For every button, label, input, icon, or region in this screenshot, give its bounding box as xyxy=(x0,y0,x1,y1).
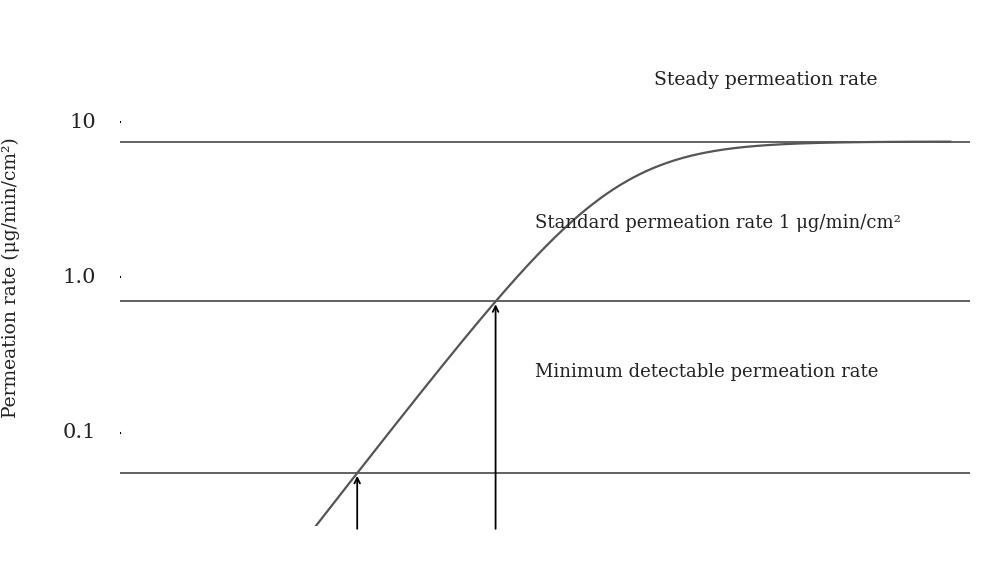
Text: Permeation rate (μg/min/cm²): Permeation rate (μg/min/cm²) xyxy=(2,137,20,418)
Text: Steady permeation rate: Steady permeation rate xyxy=(654,71,877,89)
Text: Standard permeation rate 1 μg/min/cm²: Standard permeation rate 1 μg/min/cm² xyxy=(535,214,901,232)
Text: 0.1: 0.1 xyxy=(63,423,96,442)
Text: Minimum detectable permeation rate: Minimum detectable permeation rate xyxy=(535,363,878,380)
Text: 1.0: 1.0 xyxy=(63,268,96,287)
Text: 10: 10 xyxy=(70,113,96,132)
